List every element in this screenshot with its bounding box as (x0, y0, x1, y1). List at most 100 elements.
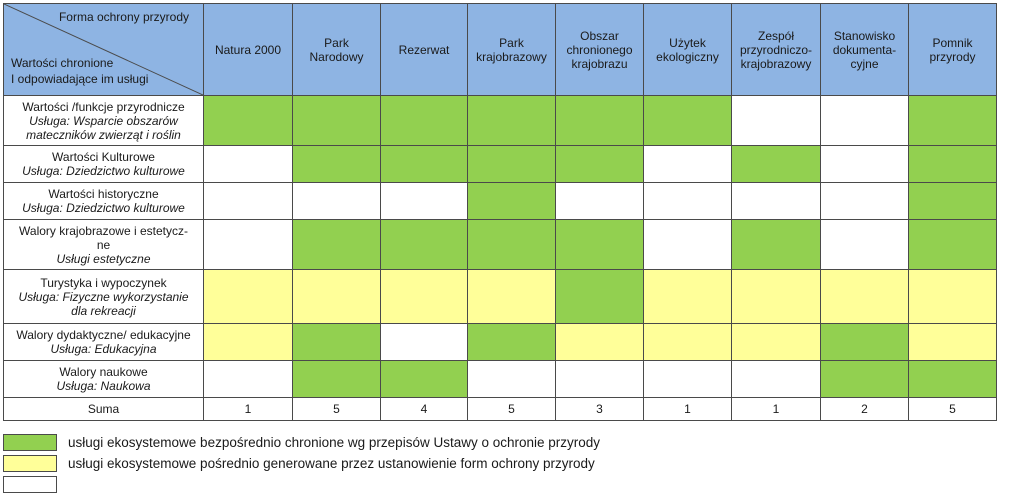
column-header-line: Obszar (580, 28, 619, 43)
row-service-label: Usługa: Naukowa (4, 379, 203, 393)
status-cell (643, 145, 732, 183)
column-header-line: Narodowy (309, 49, 364, 64)
row-service-label: Usługa: Fizyczne wykorzystanie dla rekrea… (4, 290, 203, 318)
status-cell (555, 360, 644, 398)
legend-item-indirect: usługi ekosystemowe pośrednio generowane… (3, 454, 1013, 473)
sum-value: 4 (380, 397, 468, 421)
column-header-line: Użytek (669, 35, 706, 50)
status-cell (203, 219, 293, 270)
row-label-cell: Wartości historyczne Usługa: Dziedzictwo … (3, 182, 204, 220)
column-header-line: ekologiczny (656, 49, 719, 64)
sum-value: 1 (203, 397, 293, 421)
status-cell (643, 182, 732, 220)
column-header-line: Zespół (757, 28, 795, 43)
status-cell (380, 269, 468, 324)
status-cell (908, 145, 997, 183)
row-value-label: Walory naukowe (59, 365, 148, 379)
column-header-line: przyrody (929, 49, 976, 64)
status-cell (555, 323, 644, 361)
legend-label: usługi ekosystemowe bezpośrednio chronio… (68, 435, 601, 450)
sum-value: 1 (643, 397, 732, 421)
status-cell (203, 269, 293, 324)
column-header-line: chronionego (566, 42, 633, 57)
status-cell (731, 182, 821, 220)
status-cell (643, 95, 732, 146)
status-cell (820, 145, 909, 183)
column-header-line: cyjne (850, 56, 879, 71)
status-cell (820, 95, 909, 146)
row-service-line: Usługa: Dziedzictwo kulturowe (22, 201, 185, 215)
column-header: Obszar chronionego krajobrazu (555, 3, 644, 96)
table-row: Wartości /funkcje przyrodnicze Usługa: Ws… (3, 95, 997, 146)
legend: usługi ekosystemowe bezpośrednio chronio… (3, 433, 1013, 496)
status-cell (908, 323, 997, 361)
column-header-line: Pomnik (932, 35, 973, 50)
status-cell (203, 95, 293, 146)
sum-value: 3 (555, 397, 644, 421)
status-cell (820, 269, 909, 324)
status-cell (380, 219, 468, 270)
sum-value: 1 (731, 397, 821, 421)
row-label-cell: Wartości Kulturowe Usługa: Dziedzictwo ku… (3, 145, 204, 183)
status-cell (380, 95, 468, 146)
column-header-line: krajobrazowy (740, 56, 812, 71)
table-row: Walory dydaktyczne/ edukacyjne Usługa: Ed… (3, 323, 997, 361)
status-cell (467, 360, 556, 398)
row-label-cell: Wartości /funkcje przyrodnicze Usługa: Ws… (3, 95, 204, 146)
corner-bottom-line: I odpowiadające im usługi (11, 72, 149, 86)
status-cell (467, 95, 556, 146)
column-header-line: krajobrazowy (476, 49, 547, 64)
sum-row: Suma 1 5 4 5 3 1 1 2 5 (3, 397, 997, 421)
row-service-line: Usługa: Dziedzictwo kulturowe (22, 164, 185, 178)
protection-forms-matrix: Forma ochrony przyrody Wartości chronion… (3, 3, 997, 421)
legend-swatch-green (3, 434, 57, 451)
column-header: Użytek ekologiczny (643, 3, 732, 96)
status-cell (292, 182, 381, 220)
status-cell (820, 182, 909, 220)
status-cell (380, 145, 468, 183)
status-cell (292, 360, 381, 398)
legend-swatch-yellow (3, 455, 57, 472)
row-service-label: Usługi estetyczne (4, 252, 203, 266)
status-cell (908, 219, 997, 270)
status-cell (203, 323, 293, 361)
column-header-line: przyrodniczo- (739, 42, 813, 57)
legend-item-partial (3, 475, 1013, 494)
status-cell (908, 182, 997, 220)
status-cell (292, 323, 381, 361)
status-cell (643, 323, 732, 361)
column-header-line: krajobrazu (571, 56, 628, 71)
row-value-label: Wartości Kulturowe (52, 150, 155, 164)
status-cell (467, 219, 556, 270)
status-cell (292, 269, 381, 324)
corner-top-label: Forma ochrony przyrody (58, 10, 189, 24)
column-header: Rezerwat (380, 3, 468, 96)
column-header-line: dokumenta- (832, 42, 897, 57)
status-cell (292, 219, 381, 270)
status-cell (643, 219, 732, 270)
sum-value: 2 (820, 397, 909, 421)
table-row: Walory krajobrazowe i estetycz-ne Usługi … (3, 219, 997, 270)
status-cell (555, 219, 644, 270)
matrix-body: Wartości /funkcje przyrodnicze Usługa: Ws… (3, 95, 997, 421)
legend-label: usługi ekosystemowe pośrednio generowane… (68, 456, 595, 471)
row-label-cell: Walory krajobrazowe i estetycz-ne Usługi … (3, 219, 204, 270)
row-service-label: Usługa: Wsparcie obszarów mateczników zwi… (4, 114, 203, 142)
header-row: Forma ochrony przyrody Wartości chronion… (3, 3, 997, 96)
status-cell (643, 360, 732, 398)
row-label-cell: Turystyka i wypoczynek Usługa: Fizyczne w… (3, 269, 204, 324)
status-cell (467, 323, 556, 361)
legend-item-direct: usługi ekosystemowe bezpośrednio chronio… (3, 433, 1013, 452)
row-service-line: Usługi estetyczne (56, 251, 151, 266)
diagonal-divider (4, 4, 203, 95)
status-cell (380, 360, 468, 398)
row-service-line: Usługa: Edukacyjna (50, 342, 157, 356)
status-cell (555, 95, 644, 146)
row-value-label: Wartości /funkcje przyrodnicze (22, 99, 185, 114)
status-cell (820, 360, 909, 398)
table-row: Wartości Kulturowe Usługa: Dziedzictwo ku… (3, 145, 997, 183)
table-row: Wartości historyczne Usługa: Dziedzictwo … (3, 182, 997, 220)
status-cell (731, 323, 821, 361)
table-row: Walory naukowe Usługa: Naukowa (3, 360, 997, 398)
row-label-cell: Walory naukowe Usługa: Naukowa (3, 360, 204, 398)
